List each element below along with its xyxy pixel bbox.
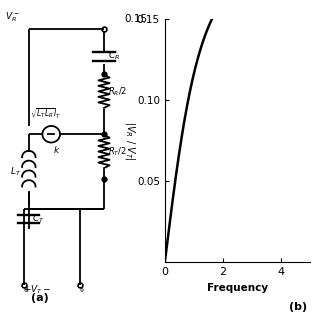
Text: $L_T$: $L_T$ bbox=[10, 165, 21, 178]
Text: $V_R^-$: $V_R^-$ bbox=[5, 11, 20, 24]
Text: 0.15: 0.15 bbox=[124, 14, 147, 24]
Text: $\circ$: $\circ$ bbox=[78, 284, 85, 294]
Text: $R_T/2$: $R_T/2$ bbox=[108, 145, 127, 158]
Text: $R_R/2$: $R_R/2$ bbox=[108, 85, 127, 98]
Text: $\circ$: $\circ$ bbox=[22, 284, 29, 294]
Text: (a): (a) bbox=[31, 293, 49, 303]
Text: k: k bbox=[53, 146, 59, 155]
Y-axis label: $|V_R\ /\ V_T|$: $|V_R\ /\ V_T|$ bbox=[123, 121, 137, 161]
Text: $C_R$: $C_R$ bbox=[108, 50, 120, 62]
Text: $\sqrt{L_T L_R}I_T$: $\sqrt{L_T L_R}I_T$ bbox=[30, 107, 61, 122]
Text: (b): (b) bbox=[289, 302, 307, 312]
Text: $+ V_T -$: $+ V_T -$ bbox=[23, 283, 51, 296]
X-axis label: Frequency: Frequency bbox=[207, 283, 268, 293]
Text: $C_T$: $C_T$ bbox=[32, 213, 44, 226]
